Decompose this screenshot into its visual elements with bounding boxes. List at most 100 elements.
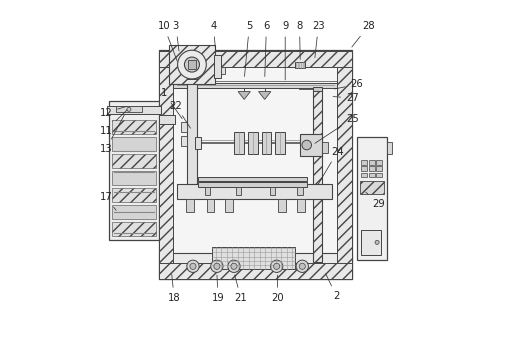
Text: 6: 6 xyxy=(263,21,270,76)
Bar xyxy=(181,122,187,132)
Bar xyxy=(261,132,271,154)
Bar xyxy=(112,171,156,185)
Circle shape xyxy=(375,240,379,245)
Bar xyxy=(322,142,328,153)
Bar xyxy=(275,132,285,154)
Circle shape xyxy=(214,263,220,269)
Circle shape xyxy=(185,57,199,72)
Circle shape xyxy=(274,263,280,269)
Text: 20: 20 xyxy=(271,275,284,303)
Bar xyxy=(234,132,244,154)
Bar xyxy=(215,55,220,78)
Bar xyxy=(173,83,338,88)
Bar xyxy=(205,187,210,196)
Bar xyxy=(159,67,173,279)
Bar xyxy=(369,173,375,177)
Text: 5: 5 xyxy=(245,21,252,76)
Text: 3: 3 xyxy=(173,21,179,51)
Bar xyxy=(187,60,196,69)
Bar xyxy=(159,253,352,279)
Circle shape xyxy=(270,260,283,272)
Bar xyxy=(207,199,214,213)
Circle shape xyxy=(231,263,237,269)
Bar xyxy=(112,154,156,168)
Circle shape xyxy=(178,50,206,79)
Text: 21: 21 xyxy=(235,275,247,303)
Bar xyxy=(360,181,385,194)
Text: 2: 2 xyxy=(326,274,340,301)
Bar xyxy=(376,160,382,165)
Bar xyxy=(295,62,305,68)
Bar xyxy=(220,67,225,74)
Bar xyxy=(361,166,367,171)
Bar xyxy=(369,166,375,171)
Text: 28: 28 xyxy=(352,21,375,47)
Text: 25: 25 xyxy=(315,114,359,143)
Text: 26: 26 xyxy=(335,79,363,90)
Bar xyxy=(376,173,382,177)
Bar xyxy=(376,166,382,171)
Bar xyxy=(312,88,322,262)
Bar xyxy=(177,185,332,199)
Bar xyxy=(212,247,296,269)
Bar xyxy=(226,199,233,213)
Polygon shape xyxy=(238,92,250,99)
Circle shape xyxy=(302,140,311,150)
Text: 9: 9 xyxy=(282,21,288,80)
Bar xyxy=(187,79,197,187)
Text: 27: 27 xyxy=(333,93,359,103)
Bar xyxy=(270,187,275,196)
Bar xyxy=(387,142,392,154)
Text: 12: 12 xyxy=(99,106,126,118)
Bar xyxy=(297,199,305,213)
Bar xyxy=(159,50,352,279)
Bar xyxy=(338,67,352,279)
Text: 24: 24 xyxy=(318,147,344,185)
Text: 18: 18 xyxy=(168,274,180,303)
Bar xyxy=(169,45,215,84)
Text: 8: 8 xyxy=(297,21,302,59)
Bar xyxy=(116,106,141,113)
Bar xyxy=(198,177,307,181)
Text: 19: 19 xyxy=(211,275,224,303)
Bar xyxy=(112,120,156,134)
Text: 23: 23 xyxy=(312,21,325,58)
Bar xyxy=(159,51,352,67)
Circle shape xyxy=(228,260,240,272)
Text: 13: 13 xyxy=(99,115,124,154)
Text: 29: 29 xyxy=(366,192,385,209)
Bar xyxy=(159,115,175,125)
Bar xyxy=(159,263,352,279)
Text: 10: 10 xyxy=(158,21,177,61)
Text: 1: 1 xyxy=(161,88,182,119)
Circle shape xyxy=(211,260,223,272)
Bar xyxy=(112,188,156,202)
Circle shape xyxy=(127,107,131,111)
Bar xyxy=(112,222,156,236)
Bar xyxy=(181,135,187,146)
Bar xyxy=(195,137,201,149)
Bar xyxy=(198,182,307,187)
Bar xyxy=(361,229,381,255)
Text: 22: 22 xyxy=(169,100,190,128)
Bar xyxy=(187,65,197,79)
Circle shape xyxy=(299,263,306,269)
Bar xyxy=(186,199,194,213)
Circle shape xyxy=(190,263,196,269)
Bar xyxy=(361,173,367,177)
Bar xyxy=(278,199,286,213)
Circle shape xyxy=(296,260,308,272)
Bar xyxy=(357,137,387,260)
Bar xyxy=(112,205,156,219)
Bar xyxy=(361,160,367,165)
Bar xyxy=(369,160,375,165)
Circle shape xyxy=(187,260,199,272)
Bar xyxy=(300,134,322,156)
Bar xyxy=(312,87,322,91)
Text: 4: 4 xyxy=(210,21,217,51)
Polygon shape xyxy=(259,92,271,99)
Bar xyxy=(108,102,159,240)
Bar xyxy=(248,132,258,154)
Bar xyxy=(107,106,161,114)
Bar xyxy=(112,137,156,151)
